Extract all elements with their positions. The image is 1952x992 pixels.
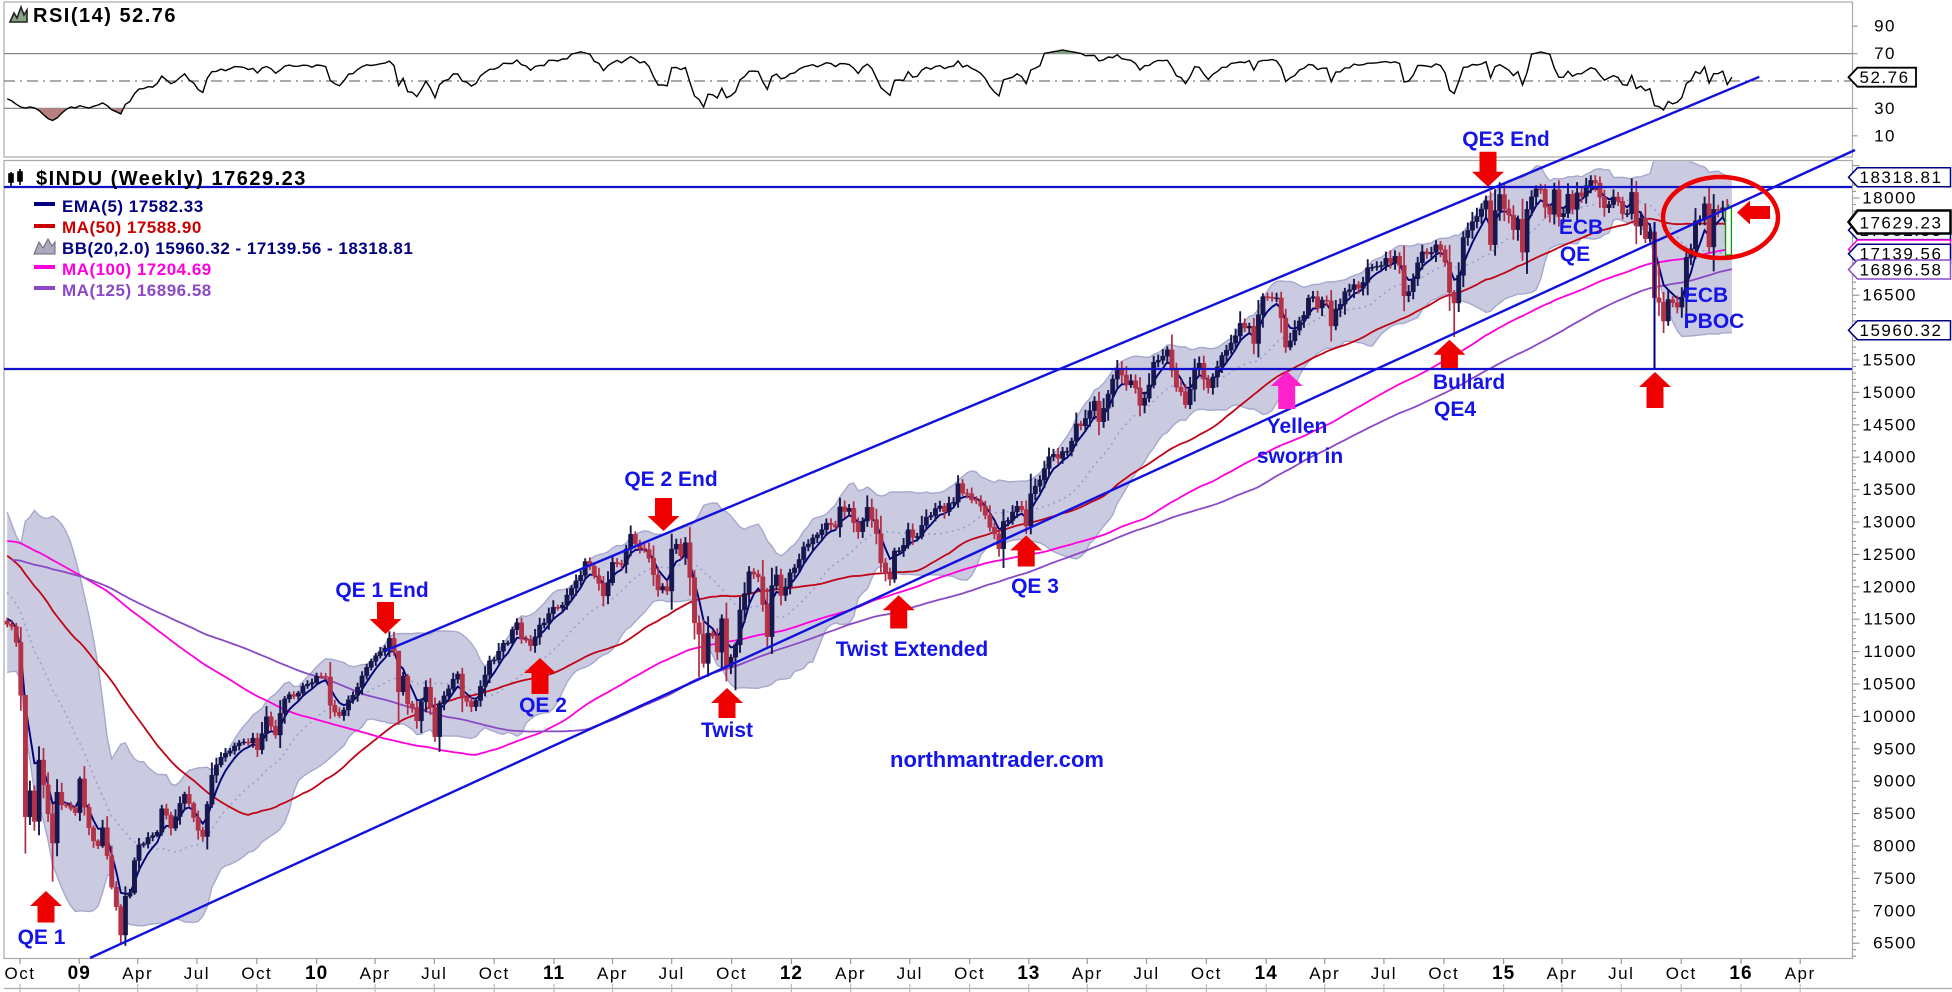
svg-text:Jul: Jul (421, 964, 447, 983)
svg-text:Bullard: Bullard (1433, 371, 1505, 394)
svg-text:10000: 10000 (1862, 707, 1917, 726)
svg-text:Apr: Apr (1785, 964, 1816, 983)
svg-text:Oct: Oct (5, 964, 36, 983)
svg-text:QE4: QE4 (1434, 398, 1476, 421)
svg-text:QE 1: QE 1 (18, 926, 66, 949)
svg-text:14: 14 (1255, 963, 1278, 984)
svg-text:Jul: Jul (1133, 964, 1159, 983)
svg-text:MA(100) 17204.69: MA(100) 17204.69 (62, 260, 212, 279)
svg-text:PBOC: PBOC (1684, 310, 1745, 333)
svg-text:9500: 9500 (1873, 739, 1917, 758)
svg-text:RSI(14) 52.76: RSI(14) 52.76 (33, 5, 177, 27)
svg-text:Apr: Apr (835, 964, 866, 983)
svg-text:Oct: Oct (716, 964, 747, 983)
svg-text:70: 70 (1874, 44, 1896, 63)
svg-text:30: 30 (1874, 99, 1896, 118)
svg-text:Twist: Twist (701, 719, 753, 742)
svg-text:13: 13 (1017, 963, 1040, 984)
svg-text:Oct: Oct (241, 964, 272, 983)
svg-text:15000: 15000 (1862, 383, 1917, 402)
svg-text:9000: 9000 (1873, 772, 1917, 791)
svg-text:QE 2 End: QE 2 End (624, 468, 717, 491)
svg-text:13500: 13500 (1862, 480, 1917, 499)
svg-text:16500: 16500 (1862, 286, 1917, 305)
svg-text:Oct: Oct (1428, 964, 1459, 983)
svg-text:Oct: Oct (1666, 964, 1697, 983)
svg-text:Jul: Jul (897, 964, 923, 983)
svg-text:QE 1 End: QE 1 End (335, 579, 428, 602)
svg-text:11500: 11500 (1863, 610, 1917, 629)
svg-text:7500: 7500 (1873, 869, 1917, 888)
svg-text:sworn in: sworn in (1257, 445, 1343, 468)
svg-text:09: 09 (68, 963, 91, 984)
svg-text:8500: 8500 (1873, 804, 1917, 823)
svg-text:northmantrader.com: northmantrader.com (890, 747, 1104, 772)
svg-text:Oct: Oct (1191, 964, 1222, 983)
svg-text:BB(20,2.0) 15960.32 - 17139.56: BB(20,2.0) 15960.32 - 17139.56 - 18318.8… (62, 239, 413, 258)
svg-text:17139.56: 17139.56 (1860, 245, 1943, 264)
svg-text:Yellen: Yellen (1267, 415, 1328, 438)
svg-text:Oct: Oct (954, 964, 985, 983)
svg-text:QE: QE (1560, 243, 1590, 266)
svg-text:MA(125) 16896.58: MA(125) 16896.58 (62, 281, 212, 300)
svg-text:ECB: ECB (1684, 284, 1728, 307)
svg-text:MA(50) 17588.90: MA(50) 17588.90 (62, 218, 202, 237)
svg-text:14500: 14500 (1862, 415, 1917, 434)
svg-text:13000: 13000 (1862, 513, 1917, 532)
svg-text:EMA(5) 17582.33: EMA(5) 17582.33 (62, 197, 204, 216)
svg-text:15960.32: 15960.32 (1860, 321, 1943, 340)
svg-text:7000: 7000 (1873, 901, 1917, 920)
svg-text:10: 10 (1874, 126, 1896, 145)
svg-text:6500: 6500 (1873, 934, 1917, 953)
svg-text:Twist Extended: Twist Extended (836, 638, 988, 661)
svg-text:Apr: Apr (1309, 964, 1340, 983)
svg-text:15500: 15500 (1862, 351, 1917, 370)
svg-text:QE3 End: QE3 End (1462, 128, 1550, 151)
svg-text:Jul: Jul (659, 964, 685, 983)
svg-text:Apr: Apr (122, 964, 153, 983)
svg-text:52.76: 52.76 (1860, 68, 1910, 87)
svg-text:Jul: Jul (1608, 964, 1634, 983)
svg-text:$INDU (Weekly) 17629.23: $INDU (Weekly) 17629.23 (36, 168, 307, 190)
svg-text:QE 2: QE 2 (519, 694, 567, 717)
svg-text:14000: 14000 (1862, 448, 1917, 467)
svg-text:12: 12 (780, 963, 803, 984)
svg-text:Jul: Jul (1371, 964, 1397, 983)
svg-text:Apr: Apr (360, 964, 391, 983)
svg-text:18318.81: 18318.81 (1860, 168, 1943, 187)
svg-text:10500: 10500 (1862, 675, 1917, 694)
svg-text:Jul: Jul (184, 964, 210, 983)
svg-text:ECB: ECB (1559, 216, 1603, 239)
svg-text:16896.58: 16896.58 (1860, 260, 1943, 279)
svg-text:Apr: Apr (1547, 964, 1578, 983)
svg-text:12500: 12500 (1862, 545, 1917, 564)
svg-text:15: 15 (1492, 963, 1515, 984)
svg-text:10: 10 (305, 963, 328, 984)
svg-text:QE 3: QE 3 (1011, 575, 1059, 598)
svg-text:Apr: Apr (1072, 964, 1103, 983)
svg-text:12000: 12000 (1862, 577, 1917, 596)
svg-text:17629.23: 17629.23 (1860, 214, 1943, 233)
svg-text:18000: 18000 (1862, 189, 1917, 208)
svg-text:11000: 11000 (1863, 642, 1917, 661)
svg-text:16: 16 (1729, 963, 1752, 984)
svg-text:Apr: Apr (597, 964, 628, 983)
svg-text:8000: 8000 (1873, 837, 1917, 856)
svg-text:90: 90 (1874, 17, 1896, 36)
svg-text:11: 11 (543, 963, 565, 984)
svg-text:Oct: Oct (479, 964, 510, 983)
